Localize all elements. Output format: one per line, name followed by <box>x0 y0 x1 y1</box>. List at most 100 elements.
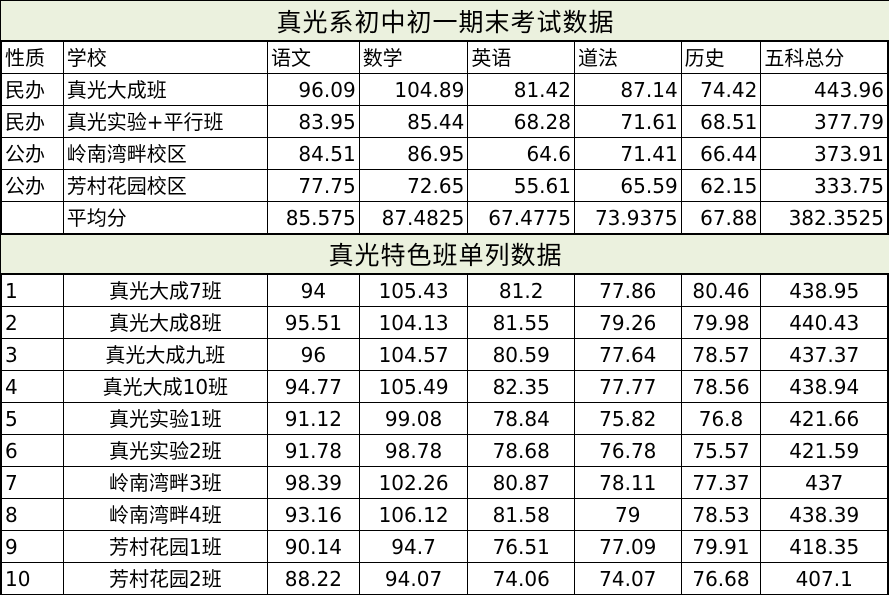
table-cell[interactable]: 75.82 <box>573 402 682 435</box>
table-cell[interactable]: 5 <box>1 402 64 435</box>
table-cell[interactable]: 76.51 <box>467 530 575 563</box>
table-cell[interactable]: 98.39 <box>267 466 360 499</box>
table-cell[interactable]: 87.4825 <box>358 201 469 234</box>
table-cell[interactable]: 79 <box>573 498 682 531</box>
table-cell[interactable]: 芳村花园校区 <box>62 169 268 202</box>
table-cell[interactable]: 80.46 <box>680 274 762 307</box>
table-cell[interactable]: 79.98 <box>680 306 762 339</box>
table-cell[interactable]: 91.78 <box>267 434 360 467</box>
table-cell[interactable]: 真光实验2班 <box>62 434 269 467</box>
table-cell[interactable]: 76.68 <box>680 562 762 595</box>
table-cell[interactable]: 80.87 <box>467 466 575 499</box>
table-cell[interactable]: 437 <box>760 466 888 499</box>
table-cell[interactable]: 真光实验1班 <box>62 402 269 435</box>
table-cell[interactable]: 79.91 <box>680 530 762 563</box>
table-cell[interactable]: 78.68 <box>467 434 575 467</box>
table-cell[interactable]: 81.58 <box>467 498 575 531</box>
table-cell[interactable]: 英语 <box>467 41 575 74</box>
table-cell[interactable]: 6 <box>1 434 64 467</box>
table-cell[interactable]: 语文 <box>266 41 360 74</box>
table-cell[interactable]: 76.8 <box>680 402 762 435</box>
table-cell[interactable]: 74.06 <box>467 562 575 595</box>
table-cell[interactable]: 10 <box>1 562 64 595</box>
table-cell[interactable]: 104.13 <box>358 306 469 339</box>
table-cell[interactable]: 平均分 <box>62 201 268 234</box>
table-cell[interactable]: 72.65 <box>358 169 469 202</box>
table-cell[interactable]: 64.6 <box>467 137 575 170</box>
table-cell[interactable]: 77.77 <box>573 370 682 403</box>
table-cell[interactable]: 106.12 <box>358 498 469 531</box>
table-cell[interactable]: 418.35 <box>760 530 888 563</box>
table-cell[interactable]: 377.79 <box>760 105 888 138</box>
table-cell[interactable]: 65.59 <box>574 169 682 202</box>
table-cell[interactable]: 104.89 <box>358 73 469 106</box>
table-cell[interactable]: 78.11 <box>573 466 682 499</box>
table-cell[interactable]: 85.44 <box>358 105 469 138</box>
table-cell[interactable]: 公办 <box>1 169 64 202</box>
table-cell[interactable]: 93.16 <box>267 498 360 531</box>
table-cell[interactable]: 443.96 <box>760 73 888 106</box>
table-cell[interactable]: 67.88 <box>680 201 762 234</box>
table-cell[interactable]: 94.07 <box>358 562 469 595</box>
table-cell[interactable]: 数学 <box>358 41 469 74</box>
table-cell[interactable]: 学校 <box>62 41 268 74</box>
table-cell[interactable]: 道法 <box>574 41 682 74</box>
table-cell[interactable]: 85.575 <box>266 201 360 234</box>
table-cell[interactable]: 94.77 <box>267 370 360 403</box>
table-cell[interactable]: 105.43 <box>358 274 469 307</box>
table-cell[interactable]: 104.57 <box>358 338 469 371</box>
table-cell[interactable]: 81.55 <box>467 306 575 339</box>
table-cell[interactable]: 81.42 <box>467 73 575 106</box>
table-cell[interactable]: 438.39 <box>760 498 888 531</box>
table-cell[interactable]: 77.09 <box>573 530 682 563</box>
table-cell[interactable]: 95.51 <box>267 306 360 339</box>
table-cell[interactable]: 真光大成九班 <box>62 338 269 371</box>
table-cell[interactable]: 历史 <box>680 41 762 74</box>
table-cell[interactable]: 67.4775 <box>467 201 575 234</box>
table-cell[interactable]: 62.15 <box>680 169 762 202</box>
table-cell[interactable]: 96 <box>267 338 360 371</box>
table-cell[interactable]: 333.75 <box>760 169 888 202</box>
table-cell[interactable]: 真光大成10班 <box>62 370 269 403</box>
table-cell[interactable]: 芳村花园2班 <box>62 562 269 595</box>
table-cell[interactable]: 90.14 <box>267 530 360 563</box>
table-cell[interactable]: 86.95 <box>358 137 469 170</box>
table-cell[interactable]: 78.84 <box>467 402 575 435</box>
table-cell[interactable]: 五科总分 <box>760 41 888 74</box>
table-cell[interactable]: 2 <box>1 306 64 339</box>
table-cell[interactable]: 440.43 <box>760 306 888 339</box>
table-cell[interactable]: 382.3525 <box>760 201 888 234</box>
table-cell[interactable]: 岭南湾畔校区 <box>62 137 268 170</box>
table-cell[interactable]: 78.56 <box>680 370 762 403</box>
table-cell[interactable]: 82.35 <box>467 370 575 403</box>
table-cell[interactable]: 105.49 <box>358 370 469 403</box>
table-cell[interactable]: 真光实验+平行班 <box>62 105 268 138</box>
table-cell[interactable]: 407.1 <box>760 562 888 595</box>
table-cell[interactable]: 77.75 <box>266 169 360 202</box>
table-cell[interactable]: 98.78 <box>358 434 469 467</box>
table-cell[interactable]: 91.12 <box>267 402 360 435</box>
table-cell[interactable]: 66.44 <box>680 137 762 170</box>
table-cell[interactable]: 77.37 <box>680 466 762 499</box>
table-cell[interactable]: 76.78 <box>573 434 682 467</box>
table-cell[interactable]: 真光大成班 <box>62 73 268 106</box>
table-cell[interactable]: 8 <box>1 498 64 531</box>
table-cell[interactable]: 437.37 <box>760 338 888 371</box>
table-cell[interactable]: 78.57 <box>680 338 762 371</box>
table-cell[interactable]: 民办 <box>1 73 64 106</box>
table-cell[interactable]: 74.42 <box>680 73 762 106</box>
table-cell[interactable]: 94.7 <box>358 530 469 563</box>
table-cell[interactable]: 77.86 <box>573 274 682 307</box>
table-cell[interactable]: 1 <box>1 274 64 307</box>
table-cell[interactable]: 99.08 <box>358 402 469 435</box>
table-cell[interactable]: 94 <box>267 274 360 307</box>
table-cell[interactable]: 性质 <box>1 41 64 74</box>
table-cell[interactable]: 79.26 <box>573 306 682 339</box>
table-cell[interactable]: 真光大成8班 <box>62 306 269 339</box>
table-cell[interactable]: 岭南湾畔3班 <box>62 466 269 499</box>
table-cell[interactable]: 80.59 <box>467 338 575 371</box>
table-cell[interactable]: 74.07 <box>573 562 682 595</box>
table-cell[interactable]: 421.59 <box>760 434 888 467</box>
table-cell[interactable]: 88.22 <box>267 562 360 595</box>
table-cell[interactable]: 438.94 <box>760 370 888 403</box>
